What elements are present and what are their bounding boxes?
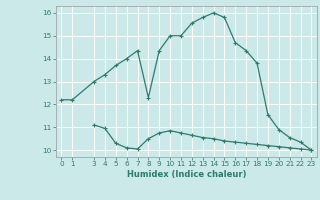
X-axis label: Humidex (Indice chaleur): Humidex (Indice chaleur) <box>127 170 246 179</box>
